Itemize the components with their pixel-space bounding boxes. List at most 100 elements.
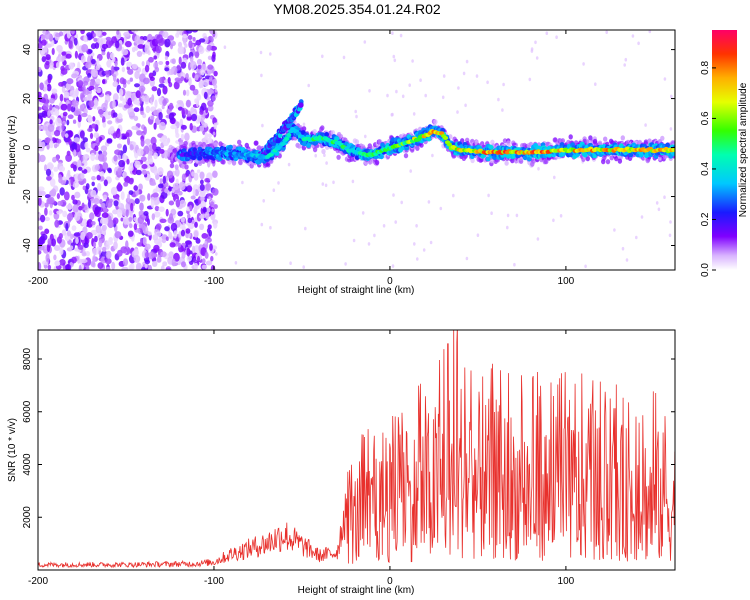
spectral-cell [105,250,112,259]
spectral-cell [71,73,78,79]
spectral-cell [44,216,50,222]
spectral-cell [152,192,159,198]
spectral-cell [660,135,665,141]
spectral-cell [126,158,130,165]
spectral-cell [46,243,51,253]
spectral-cell [80,231,85,241]
spectral-cell [96,58,100,67]
spectral-cell [201,258,206,264]
spectral-cell [185,99,191,108]
spectral-cell [45,60,50,66]
spectral-cell [515,213,519,218]
spectral-cell [165,267,171,270]
spectral-cell [269,52,272,56]
spectral-cell [448,134,453,140]
spectral-cell [121,66,126,73]
spectral-cell [452,193,455,198]
spectral-cell [502,82,505,87]
spectral-cell [49,104,53,111]
spectral-cell [392,54,396,59]
spectral-cell [117,143,122,149]
spectral-cell [214,94,218,98]
spectral-cell [141,95,145,102]
spectral-cell [138,183,143,191]
spectral-cell [38,66,42,73]
spectral-cell [38,140,43,149]
spectral-cell [77,61,81,70]
spectral-cell [41,34,46,40]
spectral-cell [168,200,175,206]
spectral-cell [150,115,155,120]
spectral-cell [158,121,166,131]
spectral-cell [237,139,242,145]
spectral-cell [85,251,90,257]
spectral-cell [65,153,72,162]
spectral-cell [66,30,71,39]
spectral-cell [189,84,196,91]
spectral-cell [74,212,81,222]
spectral-cell [465,256,469,261]
spectral-cell [153,109,159,116]
spectral-cell [96,174,101,181]
spectral-cell [176,100,184,105]
spectral-cell [102,116,106,124]
spectral-cell [93,37,98,42]
spectral-cell [73,100,79,107]
spectral-cell [162,261,168,267]
spectral-cell [136,50,143,58]
spectral-cell [74,50,78,59]
spectral-cell [185,73,189,80]
spectral-cell [111,261,116,270]
spectral-cell [164,226,170,232]
spectral-cell [58,31,64,37]
spectral-cell [61,51,67,56]
spectral-cell [274,151,280,157]
spectral-cell [118,159,126,168]
spectral-cell [51,238,56,247]
spectral-cell [69,233,74,240]
spectral-cell [487,193,490,198]
spectral-cell [186,255,192,262]
spectral-cell [209,243,213,251]
spectral-cell [90,152,96,162]
spectral-cell [207,89,214,95]
spectral-cell [90,229,98,236]
spectral-cell [88,100,95,108]
spectral-cell [457,86,460,90]
spectral-cell [215,121,219,126]
spectral-cell [129,77,133,82]
spectral-cell [181,173,186,182]
spectral-cell [266,148,271,154]
spectral-cell [131,63,138,70]
spectral-cell [100,145,108,152]
spectral-cell [171,58,176,65]
spectral-cell [373,233,376,238]
spectral-cell [41,39,47,46]
spectral-cell [262,199,266,203]
spectral-cell [215,252,218,256]
spectral-cell [162,85,168,95]
spectral-cell [194,51,200,59]
spectral-cell [69,90,76,98]
spectral-cell [196,58,203,66]
spectral-cell [207,64,214,70]
spectral-cell [122,216,129,225]
spectral-cell [321,182,325,186]
spectral-cell [207,224,212,230]
spectral-cell [121,48,129,56]
spectral-cell [112,112,118,118]
spectral-cell [38,250,42,255]
spectral-cell [323,153,326,157]
spectral-cell [38,262,42,270]
spectral-cell [400,200,404,205]
spectral-cell [85,264,90,270]
spectral-cell [41,56,46,63]
spectral-cell [603,136,608,142]
spectral-cell [200,102,207,111]
spectral-cell [97,262,104,269]
spectral-cell [585,156,590,162]
spectral-cell [56,139,62,144]
spectral-cell [186,185,193,193]
spectral-cell [115,40,120,49]
